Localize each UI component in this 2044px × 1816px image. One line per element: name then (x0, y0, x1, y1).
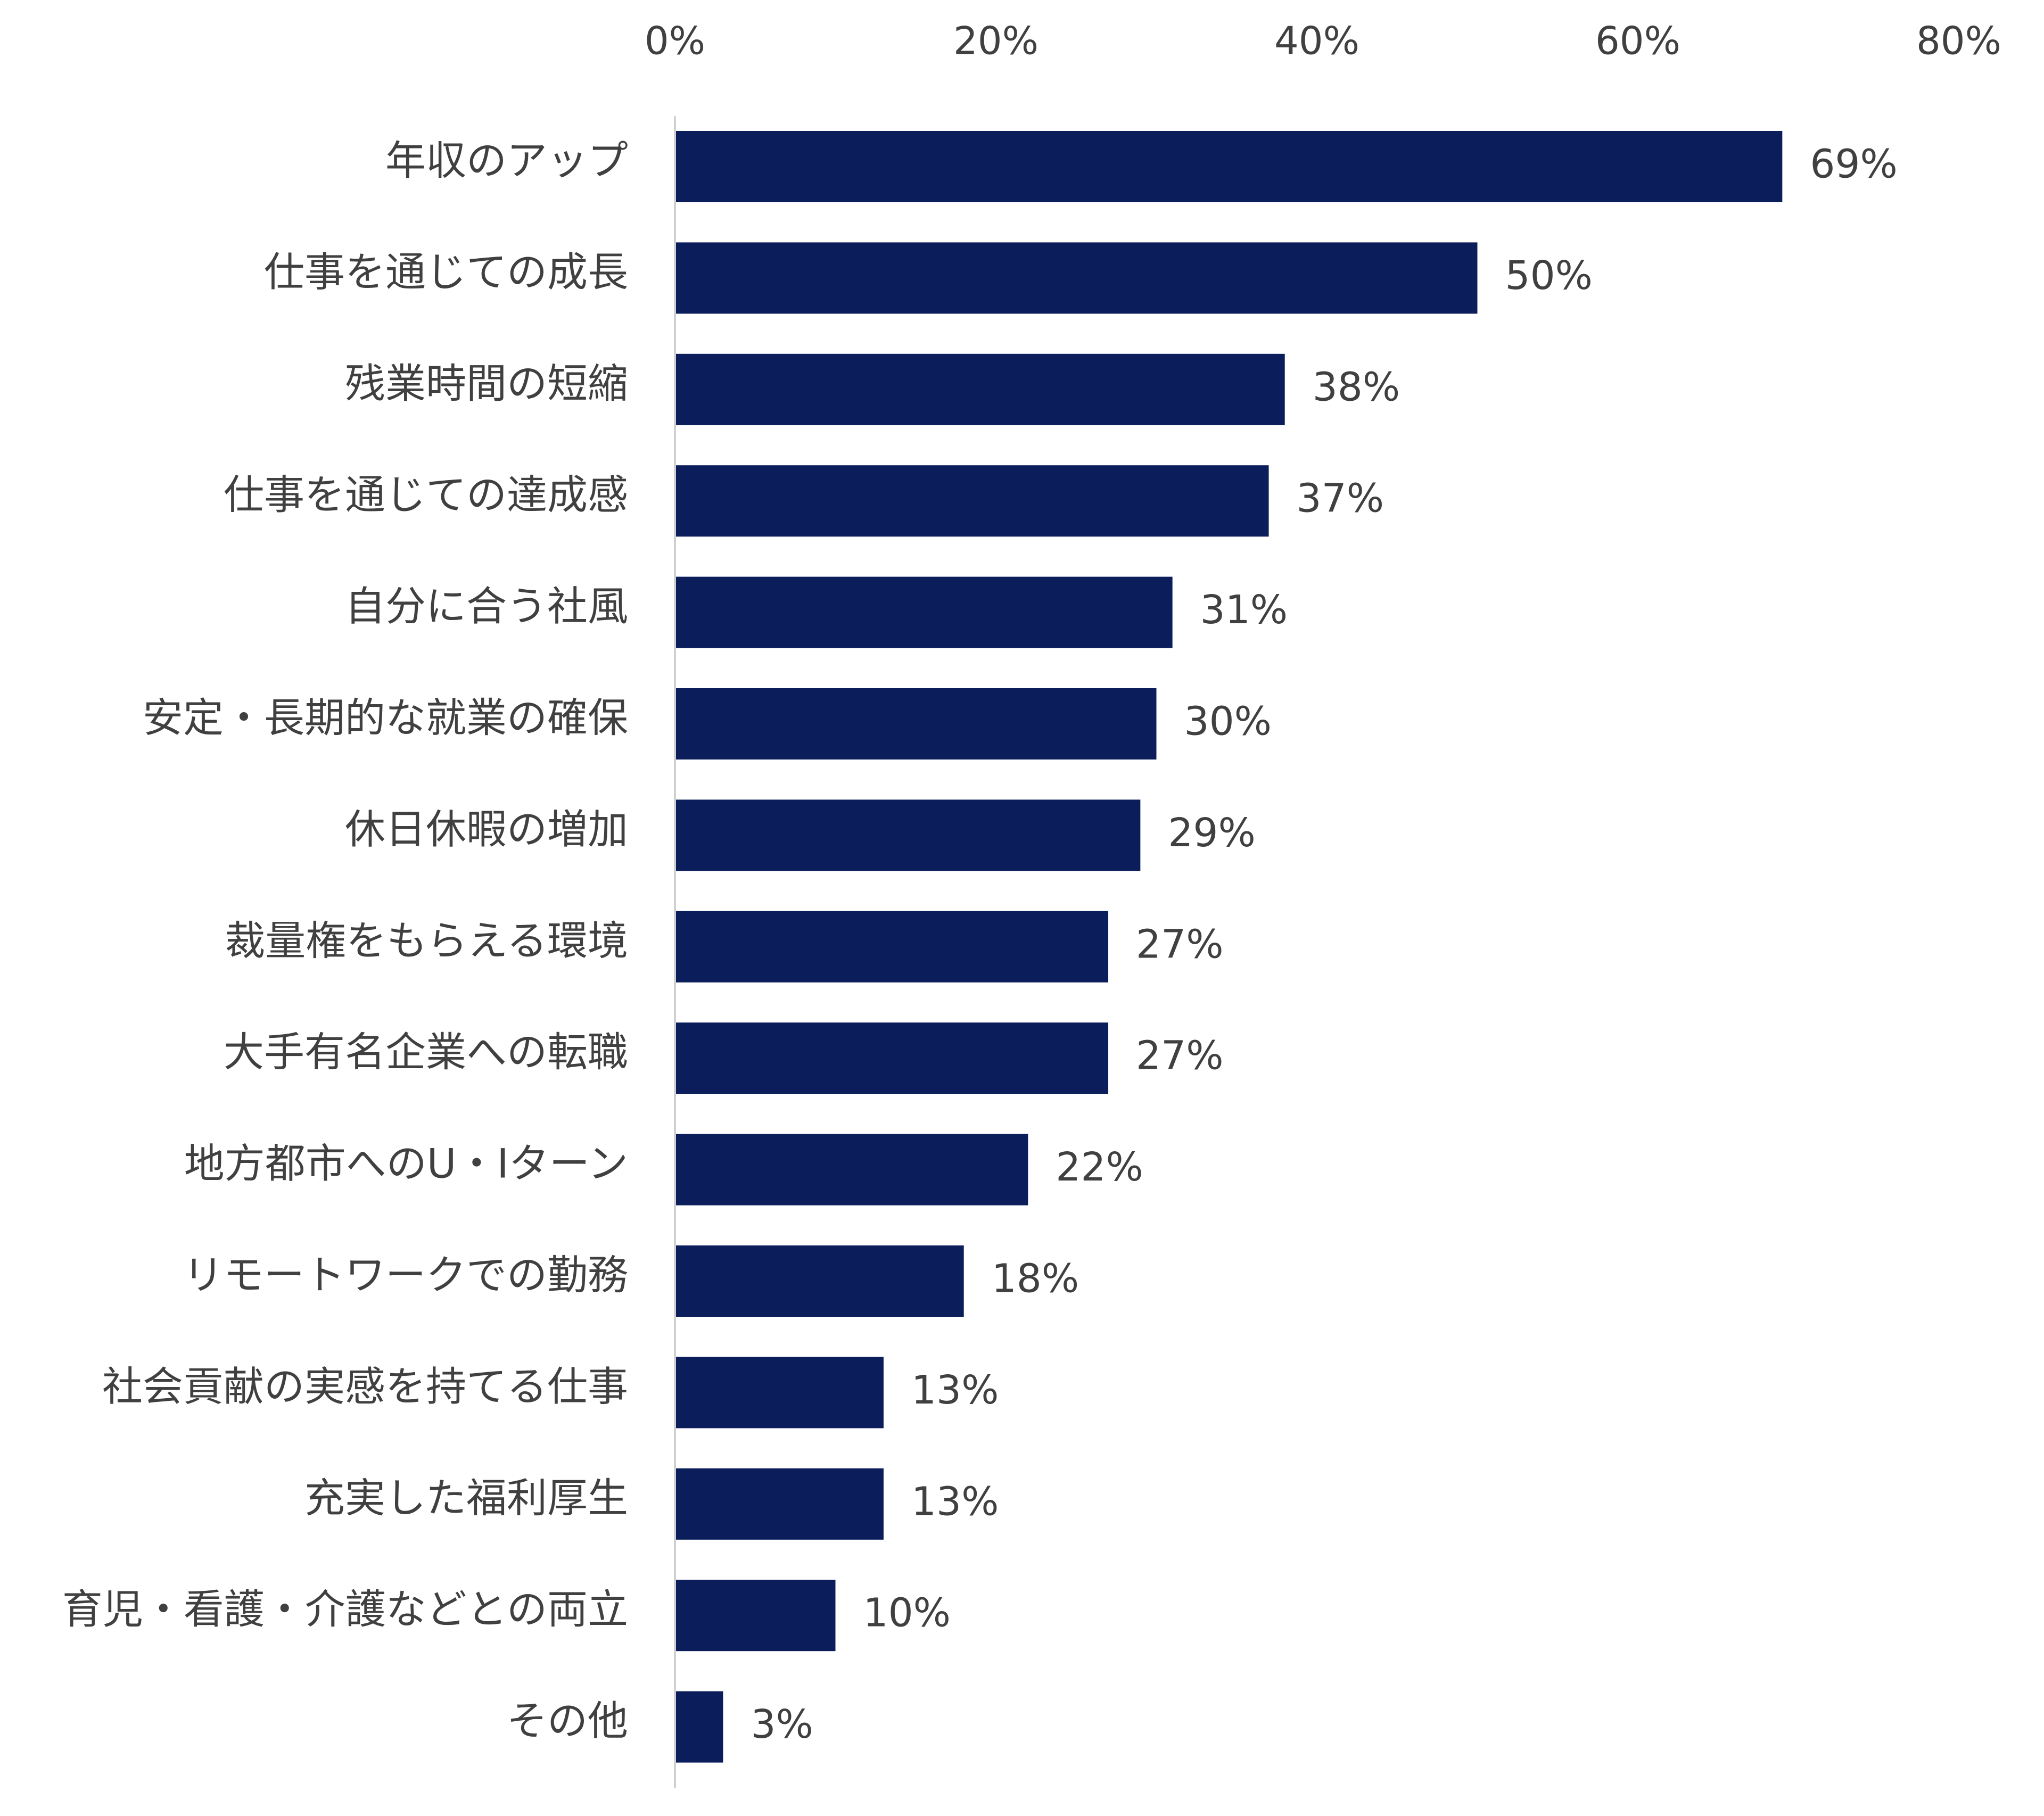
category-label: 仕事を通じての成長 (264, 248, 628, 295)
bar (676, 465, 1269, 537)
category-label: その他 (507, 1697, 628, 1745)
x-tick-label: 20% (953, 19, 1039, 63)
data-label: 31% (1200, 587, 1288, 633)
category-label: 社会貢献の実感を持てる仕事 (102, 1363, 628, 1410)
data-label: 13% (911, 1479, 999, 1524)
bar (676, 131, 1783, 202)
bar (676, 242, 1478, 314)
x-tick-label: 40% (1274, 19, 1359, 63)
category-label: 充実した福利厚生 (304, 1474, 628, 1522)
bar (676, 353, 1285, 425)
data-labels: 69% 50% 38% 37% 31% 30% 29% 27% 27% 22% 18% 13% 13% 1… (751, 142, 1897, 1748)
data-label: 10% (863, 1590, 951, 1636)
category-label: 育児・看護・介護などとの両立 (62, 1586, 628, 1633)
category-label: 年収のアップ (385, 137, 628, 184)
data-label: 18% (992, 1256, 1079, 1302)
x-axis-ticks: 0% 20% 40% 60% 80% (645, 19, 2001, 63)
bar (676, 1245, 964, 1317)
bar (676, 688, 1157, 760)
data-label: 27% (1136, 921, 1223, 967)
bar (676, 1022, 1109, 1094)
category-label: リモートワークでの勤務 (183, 1251, 628, 1299)
bar (676, 1134, 1028, 1206)
data-label: 3% (751, 1702, 813, 1747)
category-label: 地方都市へのU・Iターン (184, 1140, 628, 1187)
bar (676, 576, 1173, 648)
bar (676, 1580, 836, 1652)
data-label: 50% (1505, 253, 1593, 299)
x-tick-label: 80% (1916, 19, 2001, 63)
data-label: 27% (1136, 1033, 1223, 1079)
data-label: 13% (911, 1367, 999, 1413)
bars (676, 131, 1783, 1763)
data-label: 29% (1168, 810, 1255, 856)
data-label: 69% (1810, 142, 1897, 187)
data-label: 38% (1313, 364, 1400, 410)
category-label: 仕事を通じての達成感 (224, 471, 628, 518)
bar (676, 799, 1141, 871)
category-label: 裁量権をもらえる環境 (225, 917, 628, 964)
data-label: 30% (1184, 699, 1272, 745)
category-label: 安定・長期的な就業の確保 (143, 694, 628, 741)
bar (676, 1468, 884, 1540)
data-label: 22% (1056, 1144, 1143, 1190)
bar (676, 911, 1109, 983)
category-label: 休日休暇の増加 (345, 805, 628, 853)
category-label: 大手有名企業への転職 (224, 1028, 628, 1076)
category-labels: 年収のアップ仕事を通じての成長残業時間の短縮仕事を通じての達成感自分に合う社風安… (62, 137, 628, 1745)
category-label: 自分に合う社風 (345, 583, 628, 630)
x-tick-label: 60% (1595, 19, 1680, 63)
bar (676, 1691, 723, 1763)
category-label: 残業時間の短縮 (345, 360, 628, 407)
x-tick-label: 0% (645, 19, 705, 63)
bar (676, 1357, 884, 1429)
data-label: 37% (1297, 476, 1384, 522)
